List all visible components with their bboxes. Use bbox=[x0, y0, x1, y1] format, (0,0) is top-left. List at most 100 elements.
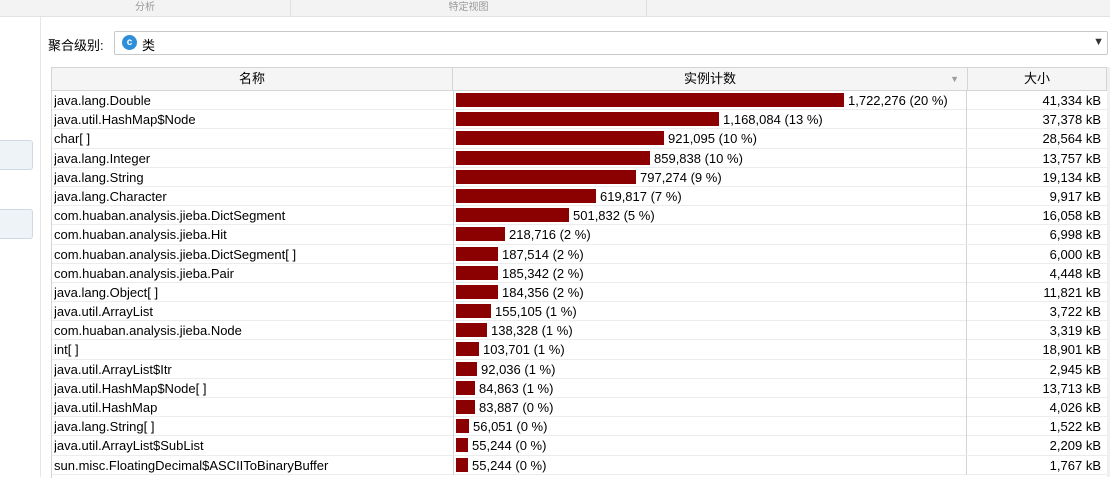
size-cell: 37,378 kB bbox=[1042, 112, 1101, 128]
instance-count-bar bbox=[456, 457, 468, 472]
size-cell: 6,998 kB bbox=[1049, 227, 1101, 243]
class-name-cell: com.huaban.analysis.jieba.DictSegment bbox=[54, 208, 286, 224]
class-name-cell: int[ ] bbox=[54, 342, 79, 358]
table-row[interactable]: com.huaban.analysis.jieba.DictSegment[ ]… bbox=[52, 244, 1107, 264]
instance-table: 名称 实例计数 ▼ 大小 java.lang.Double 1,722,276 (… bbox=[51, 67, 1107, 478]
column-header-size[interactable]: 大小 bbox=[968, 68, 1107, 90]
left-side-panel bbox=[0, 17, 41, 477]
column-header-name[interactable]: 名称 bbox=[52, 68, 453, 90]
instance-count-label: 1,168,084 (13 %) bbox=[723, 112, 823, 128]
table-row[interactable]: java.util.ArrayList$Itr 92,036 (1 %) 2,945… bbox=[52, 359, 1107, 379]
table-row[interactable]: com.huaban.analysis.jieba.Node 138,328 (1… bbox=[52, 321, 1107, 341]
instance-count-bar bbox=[456, 265, 498, 280]
instance-count-label: 185,342 (2 %) bbox=[502, 265, 584, 281]
instance-count-label: 55,244 (0 %) bbox=[472, 438, 547, 454]
column-header-count[interactable]: 实例计数 ▼ bbox=[453, 68, 968, 90]
instance-count-bar bbox=[456, 93, 844, 107]
size-cell: 13,757 kB bbox=[1042, 150, 1101, 166]
class-name-cell: com.huaban.analysis.jieba.DictSegment[ ] bbox=[54, 246, 297, 262]
instance-count-bar bbox=[456, 131, 664, 146]
size-cell: 18,901 kB bbox=[1042, 342, 1101, 358]
vertical-scrollbar[interactable] bbox=[1107, 67, 1110, 477]
table-row[interactable]: java.lang.Integer 859,838 (10 %) 13,757 kB bbox=[52, 148, 1107, 168]
instance-count-label: 184,356 (2 %) bbox=[502, 284, 584, 300]
table-row[interactable]: java.lang.String 797,274 (9 %) 19,134 kB bbox=[52, 167, 1107, 187]
instance-count-cell: 859,838 (10 %) bbox=[453, 148, 967, 168]
table-body: java.lang.Double 1,722,276 (20 %) 41,334 k… bbox=[52, 91, 1107, 475]
table-row[interactable]: java.util.HashMap$Node 1,168,084 (13 %) 37… bbox=[52, 110, 1107, 130]
table-row[interactable]: java.lang.Character 619,817 (7 %) 9,917 kB bbox=[52, 186, 1107, 207]
size-cell: 11,821 kB bbox=[1043, 284, 1101, 300]
size-cell: 13,713 kB bbox=[1042, 380, 1101, 396]
table-row[interactable]: com.huaban.analysis.jieba.Hit 218,716 (2 … bbox=[52, 225, 1107, 245]
class-name-cell: com.huaban.analysis.jieba.Hit bbox=[54, 227, 227, 243]
size-cell: 3,722 kB bbox=[1049, 304, 1101, 320]
instance-count-label: 187,514 (2 %) bbox=[502, 246, 584, 262]
instance-count-cell: 1,168,084 (13 %) bbox=[453, 110, 967, 130]
table-row[interactable]: com.huaban.analysis.jieba.Pair 185,342 (2… bbox=[52, 263, 1107, 283]
class-name-cell: java.lang.Object[ ] bbox=[54, 284, 159, 300]
size-cell: 4,448 kB bbox=[1049, 265, 1101, 281]
instance-count-bar bbox=[456, 304, 491, 319]
tab-analysis[interactable]: 分析 bbox=[0, 0, 291, 16]
instance-count-bar bbox=[456, 342, 479, 357]
class-name-cell: java.lang.Integer bbox=[54, 150, 151, 166]
instance-count-label: 84,863 (1 %) bbox=[479, 380, 554, 396]
aggregation-label: 聚合级别: bbox=[48, 38, 104, 53]
table-row[interactable]: java.util.ArrayList 155,105 (1 %) 3,722 kB bbox=[52, 302, 1107, 322]
instance-count-cell: 155,105 (1 %) bbox=[453, 302, 967, 322]
instance-count-bar bbox=[456, 227, 505, 242]
instance-count-bar bbox=[456, 246, 498, 261]
aggregation-select[interactable]: c 类 ▼ bbox=[114, 31, 1108, 55]
instance-count-label: 619,817 (7 %) bbox=[600, 188, 682, 204]
instance-count-bar bbox=[456, 112, 719, 127]
table-row[interactable]: int[ ] 103,701 (1 %) 18,901 kB bbox=[52, 340, 1107, 360]
class-name-cell: java.util.ArrayList bbox=[54, 304, 153, 320]
dropdown-arrow-icon[interactable]: ▼ bbox=[1093, 36, 1104, 48]
class-name-cell: java.util.ArrayList$SubList bbox=[54, 438, 204, 454]
table-row[interactable]: sun.misc.FloatingDecimal$ASCIIToBinaryBu… bbox=[52, 455, 1107, 475]
instance-count-bar bbox=[456, 400, 475, 414]
table-row[interactable]: char[ ] 921,095 (10 %) 28,564 kB bbox=[52, 129, 1107, 149]
instance-count-bar bbox=[456, 169, 636, 184]
instance-count-cell: 187,514 (2 %) bbox=[453, 244, 967, 264]
class-name-cell: java.util.HashMap$Node[ ] bbox=[54, 380, 207, 396]
instance-count-label: 56,051 (0 %) bbox=[473, 419, 548, 435]
size-cell: 3,319 kB bbox=[1049, 323, 1101, 339]
side-panel-button-1[interactable] bbox=[0, 140, 33, 170]
instance-count-cell: 619,817 (7 %) bbox=[453, 186, 967, 206]
table-row[interactable]: java.lang.Double 1,722,276 (20 %) 41,334 k… bbox=[52, 91, 1107, 111]
instance-count-label: 138,328 (1 %) bbox=[491, 323, 573, 339]
side-panel-button-2[interactable] bbox=[0, 209, 33, 239]
table-row[interactable]: java.lang.String[ ] 56,051 (0 %) 1,522 kB bbox=[52, 417, 1107, 437]
table-row[interactable]: java.util.ArrayList$SubList 55,244 (0 %) 2… bbox=[52, 436, 1107, 456]
instance-count-label: 83,887 (0 %) bbox=[479, 400, 554, 415]
table-row[interactable]: java.lang.Object[ ] 184,356 (2 %) 11,821 k… bbox=[52, 282, 1107, 303]
class-icon: c bbox=[122, 35, 137, 50]
table-row[interactable]: java.util.HashMap$Node[ ] 84,863 (1 %) 13,… bbox=[52, 378, 1107, 398]
table-row[interactable]: java.util.HashMap 83,887 (0 %) 4,026 kB bbox=[52, 398, 1107, 418]
size-cell: 1,767 kB bbox=[1049, 457, 1101, 473]
instance-count-bar bbox=[456, 438, 468, 453]
size-cell: 4,026 kB bbox=[1049, 400, 1101, 415]
tab-specific-view[interactable]: 特定视图 bbox=[291, 0, 647, 16]
instance-count-cell: 921,095 (10 %) bbox=[453, 129, 967, 149]
class-name-cell: java.lang.Character bbox=[54, 188, 167, 204]
instance-count-bar bbox=[456, 380, 475, 395]
instance-count-cell: 103,701 (1 %) bbox=[453, 340, 967, 360]
instance-count-cell: 185,342 (2 %) bbox=[453, 263, 967, 283]
aggregation-value: 类 bbox=[142, 38, 156, 53]
instance-count-label: 55,244 (0 %) bbox=[472, 457, 547, 473]
instance-count-bar bbox=[456, 284, 498, 299]
instance-count-bar bbox=[456, 419, 469, 434]
instance-count-cell: 83,887 (0 %) bbox=[453, 398, 967, 417]
class-name-cell: java.lang.Double bbox=[54, 93, 151, 108]
instance-count-label: 92,036 (1 %) bbox=[481, 361, 556, 377]
column-header-count-label: 实例计数 bbox=[683, 71, 736, 86]
instance-count-cell: 56,051 (0 %) bbox=[453, 417, 967, 437]
size-cell: 9,917 kB bbox=[1049, 188, 1101, 204]
instance-count-label: 921,095 (10 %) bbox=[668, 131, 757, 147]
table-row[interactable]: com.huaban.analysis.jieba.DictSegment 501… bbox=[52, 206, 1107, 226]
instance-count-cell: 55,244 (0 %) bbox=[453, 455, 967, 475]
class-name-cell: java.lang.String[ ] bbox=[54, 419, 155, 435]
